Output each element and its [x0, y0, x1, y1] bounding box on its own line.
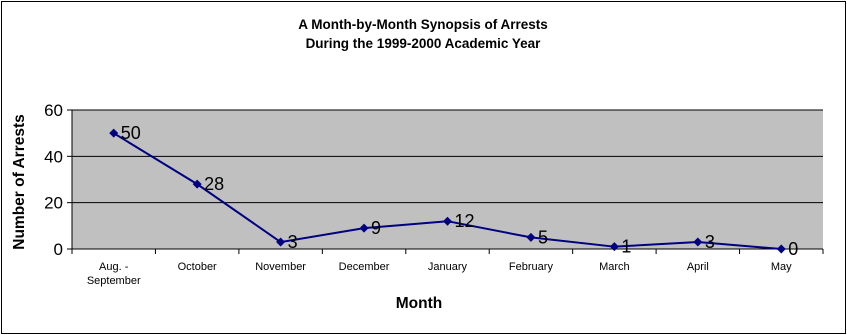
y-tick-label: 60 — [44, 101, 63, 120]
x-tick-label-line: September — [87, 275, 141, 287]
data-point-marker — [109, 128, 119, 138]
x-tick-label: April — [687, 261, 709, 273]
data-label: 28 — [204, 174, 224, 194]
data-label: 5 — [538, 227, 548, 247]
x-tick-label: December — [339, 261, 390, 273]
data-label: 3 — [288, 232, 298, 252]
x-tick-label-line: February — [509, 261, 554, 273]
y-tick-label: 0 — [54, 240, 63, 259]
data-point-marker — [609, 242, 619, 252]
data-point-marker — [693, 237, 703, 247]
x-tick-label-line: Aug. - — [99, 261, 129, 273]
data-point-marker — [276, 237, 286, 247]
x-tick-label-line: April — [687, 261, 709, 273]
chart-subtitle: During the 1999-2000 Academic Year — [306, 36, 542, 51]
data-point-marker — [526, 232, 536, 242]
y-axis-title: Number of Arrests — [11, 114, 28, 250]
y-tick-label: 40 — [44, 147, 63, 166]
x-tick-labels: Aug. - September October November December Ja… — [87, 261, 792, 287]
x-tick-label-line: November — [255, 261, 306, 273]
x-tick-label-line: October — [178, 261, 217, 273]
data-point-marker — [776, 244, 786, 254]
x-tick-label: March — [599, 261, 630, 273]
chart-title: A Month-by-Month Synopsis of Arrests — [298, 17, 548, 32]
data-point-marker — [192, 179, 202, 189]
data-point-marker — [359, 223, 369, 233]
data-markers — [109, 128, 786, 254]
data-label: 0 — [788, 239, 798, 259]
data-labels: 50 28 3 9 12 5 1 3 0 — [121, 123, 799, 259]
x-tick-label: May — [771, 261, 792, 273]
x-tick-label-line: December — [339, 261, 390, 273]
data-label: 9 — [371, 218, 381, 238]
x-tick-label: November — [255, 261, 306, 273]
x-tick-label: February — [509, 261, 554, 273]
x-tick-label: January — [428, 261, 468, 273]
data-label: 12 — [455, 211, 475, 231]
x-tick-label: Aug. - September — [87, 261, 141, 287]
x-axis-title: Month — [396, 295, 442, 312]
data-label: 50 — [121, 123, 141, 143]
data-label: 3 — [705, 232, 715, 252]
x-tick-label-line: January — [428, 261, 468, 273]
x-tick-label-line: March — [599, 261, 630, 273]
y-tick-labels: 0 20 40 60 — [44, 101, 63, 259]
gridlines — [67, 109, 823, 250]
data-label: 1 — [621, 237, 631, 257]
x-tick-label: October — [178, 261, 217, 273]
y-tick-label: 20 — [44, 194, 63, 213]
data-point-marker — [443, 216, 452, 226]
axes — [71, 110, 824, 254]
x-tick-label-line: May — [771, 261, 792, 273]
plot-area — [72, 110, 823, 249]
